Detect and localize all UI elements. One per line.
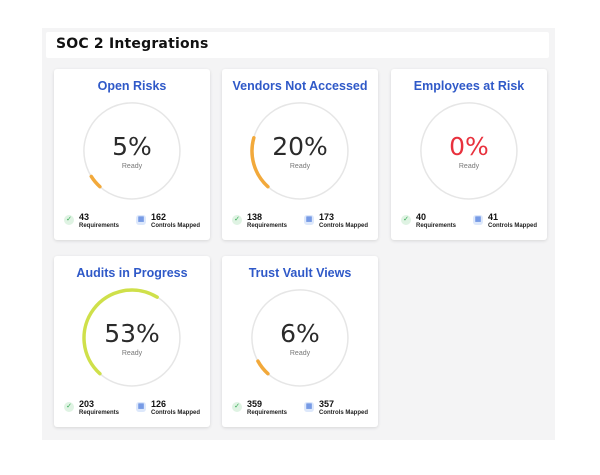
card-title: Vendors Not Accessed	[232, 79, 368, 93]
gauge-svg	[83, 102, 181, 200]
requirements-label: Requirements	[247, 223, 288, 229]
controls-count: 126	[151, 399, 167, 409]
check-circle-icon: ✓	[232, 215, 242, 225]
gauge-status: Ready	[458, 163, 480, 170]
requirements-label: Requirements	[416, 223, 457, 229]
controls-label: Controls Mapped	[488, 223, 537, 229]
controls-label: Controls Mapped	[151, 410, 200, 416]
requirements-label: Requirements	[79, 223, 120, 229]
controls-count: 173	[319, 212, 335, 222]
gauge-value: 53%	[104, 319, 160, 348]
document-grid-icon: ▦	[136, 215, 146, 225]
card-title: Audits in Progress	[76, 266, 188, 280]
requirements-label: Requirements	[79, 410, 120, 416]
gauge-status: Ready	[121, 350, 143, 357]
card-title: Trust Vault Views	[248, 266, 352, 280]
document-grid-icon: ▦	[304, 215, 314, 225]
gauge-svg	[251, 289, 349, 387]
check-circle-icon: ✓	[64, 402, 74, 412]
card-title: Open Risks	[97, 79, 167, 93]
gauge-status: Ready	[121, 163, 143, 170]
gauge-status: Ready	[289, 350, 311, 357]
document-grid-icon: ▦	[136, 402, 146, 412]
gauge-track	[251, 289, 349, 387]
gauge-value: 0%	[449, 132, 489, 161]
gauge-svg	[420, 102, 518, 200]
gauge-arc	[256, 359, 270, 376]
card-trust-vault-views[interactable]: Trust Vault Views 6% Ready ✓ 359 Require…	[222, 256, 378, 427]
progress-gauge: 20% Ready	[250, 101, 350, 201]
progress-gauge: 5% Ready	[82, 101, 182, 201]
card-employees-at-risk[interactable]: Employees at Risk 0% Ready ✓ 40 Requirem…	[391, 69, 547, 240]
gauge-arc	[250, 136, 270, 189]
progress-gauge: 6% Ready	[250, 288, 350, 388]
card-title: Employees at Risk	[413, 79, 525, 93]
requirements-count: 138	[247, 212, 263, 222]
check-circle-icon: ✓	[232, 402, 242, 412]
check-circle-icon: ✓	[64, 215, 74, 225]
controls-count: 162	[151, 212, 167, 222]
gauge-svg	[82, 288, 181, 387]
page-header: SOC 2 Integrations	[46, 32, 549, 58]
requirements-count: 40	[416, 212, 427, 222]
progress-gauge: 53% Ready	[82, 288, 182, 388]
gauge-svg	[250, 102, 349, 200]
requirements-count: 43	[79, 212, 90, 222]
gauge-track	[83, 102, 181, 200]
requirements-label: Requirements	[247, 410, 288, 416]
requirements-count: 359	[247, 399, 263, 409]
card-open-risks[interactable]: Open Risks 5% Ready ✓ 43 Requirements ▦ …	[54, 69, 210, 240]
gauge-value: 20%	[272, 132, 328, 161]
controls-label: Controls Mapped	[319, 410, 368, 416]
gauge-arc	[89, 174, 102, 189]
gauge-arc	[82, 288, 159, 376]
controls-count: 357	[319, 399, 335, 409]
document-grid-icon: ▦	[473, 215, 483, 225]
check-circle-icon: ✓	[401, 215, 411, 225]
card-vendors-not-accessed[interactable]: Vendors Not Accessed 20% Ready ✓ 138 Req…	[222, 69, 378, 240]
progress-gauge: 0% Ready	[419, 101, 519, 201]
gauge-value: 6%	[280, 319, 320, 348]
requirements-count: 203	[79, 399, 95, 409]
gauge-track	[420, 102, 518, 200]
controls-label: Controls Mapped	[319, 223, 368, 229]
controls-count: 41	[488, 212, 499, 222]
card-audits-in-progress[interactable]: Audits in Progress 53% Ready ✓ 203 Requi…	[54, 256, 210, 427]
page-title: SOC 2 Integrations	[56, 36, 209, 52]
gauge-status: Ready	[289, 163, 311, 170]
gauge-value: 5%	[112, 132, 152, 161]
document-grid-icon: ▦	[304, 402, 314, 412]
controls-label: Controls Mapped	[151, 223, 200, 229]
